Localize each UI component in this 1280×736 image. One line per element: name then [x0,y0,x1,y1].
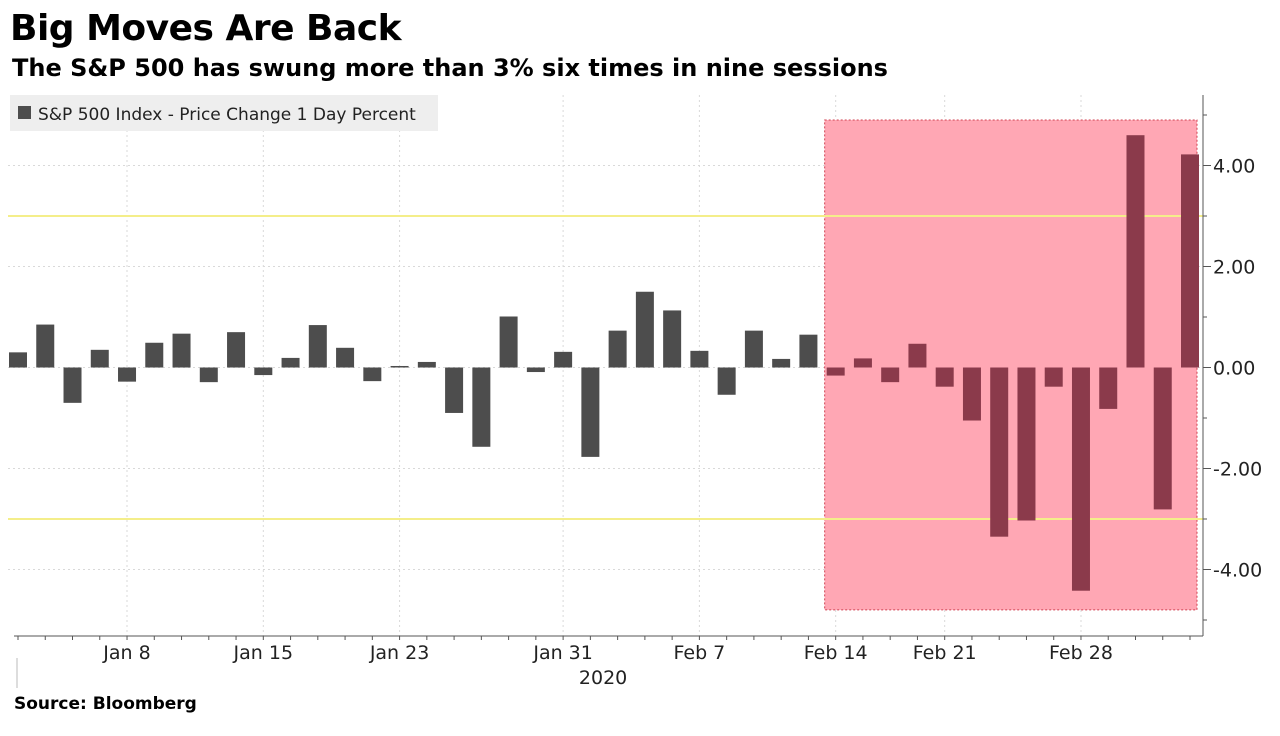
y-tick-label: 0.00 [1213,358,1255,380]
bar [417,361,436,368]
bar [145,342,164,368]
bar [608,330,627,368]
x-tick-label: Feb 14 [804,642,868,664]
bar [935,367,954,387]
chart-title: Big Moves Are Back [10,8,402,49]
bar [853,358,872,368]
x-tick-label: Jan 23 [369,642,430,664]
bar [581,367,600,457]
bar [1044,367,1063,387]
bar [227,332,246,368]
x-tick-label: Jan 15 [233,642,294,664]
bar [499,316,518,368]
bar [772,358,791,368]
bar [526,367,545,373]
x-tick-label: Feb 7 [674,642,726,664]
bar [990,367,1009,537]
bar [744,330,763,368]
bar [308,325,327,368]
y-tick-label: 4.00 [1213,156,1255,178]
x-year-label: 2020 [579,667,627,689]
bar [908,343,927,368]
y-tick-label: 2.00 [1213,257,1255,279]
legend-background [10,95,438,131]
bar [172,333,191,368]
legend-swatch [18,106,31,119]
bar-series [9,135,1199,591]
bar [472,367,491,447]
bar [118,367,137,382]
bar [1099,367,1118,409]
bar [254,367,273,376]
bar [826,367,845,376]
legend: S&P 500 Index - Price Change 1 Day Perce… [10,95,438,131]
x-tick-label: Feb 28 [1049,642,1113,664]
axes: 4.00 2.00 0.00 -2.00 -4.00 Jan 8 Jan 15 Jan 23 J… [14,95,1262,689]
source-note: Source: Bloomberg [14,694,197,714]
bar [9,352,27,368]
bar [281,357,300,368]
bar [1017,367,1036,521]
bar [199,367,218,383]
y-tick-label: -4.00 [1213,560,1262,582]
bar [36,324,55,368]
bar [799,334,818,368]
bar [690,350,709,368]
bar [363,367,382,382]
bar [90,349,109,368]
bar [635,291,654,368]
legend-label: S&P 500 Index - Price Change 1 Day Perce… [38,105,416,125]
bar [663,310,682,368]
bar [390,365,409,368]
bar [445,367,464,413]
bar [63,367,82,403]
bar [1181,154,1199,368]
bar [336,347,355,368]
x-tick-label: Jan 31 [532,642,593,664]
x-tick-label: Jan 8 [102,642,150,664]
x-tick-label: Feb 21 [913,642,977,664]
bar [1126,135,1145,368]
y-tick-label: -2.00 [1213,459,1262,481]
bar [1153,367,1172,510]
bar [554,351,573,368]
bar [717,367,736,395]
chart-subtitle: The S&P 500 has swung more than 3% six t… [12,54,888,82]
bar [962,367,981,421]
bar [1071,367,1090,591]
bar [881,367,900,383]
